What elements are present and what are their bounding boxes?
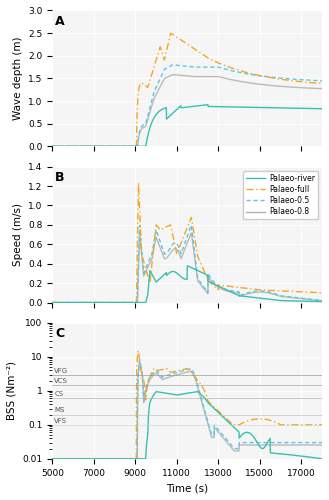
Text: A: A: [55, 14, 65, 28]
Y-axis label: Speed (m/s): Speed (m/s): [13, 203, 23, 266]
Text: B: B: [55, 171, 64, 184]
Y-axis label: BSS (Nm⁻²): BSS (Nm⁻²): [7, 362, 17, 420]
Text: VFG: VFG: [54, 368, 68, 374]
Text: CS: CS: [54, 391, 63, 397]
Text: VCS: VCS: [54, 378, 68, 384]
X-axis label: Time (s): Time (s): [166, 483, 208, 493]
Text: C: C: [55, 327, 64, 340]
Legend: Palaeo-river, Palaeo-full, Palaeo-0.5, Palaeo-0.8: Palaeo-river, Palaeo-full, Palaeo-0.5, P…: [243, 170, 318, 220]
Y-axis label: Wave depth (m): Wave depth (m): [13, 36, 23, 120]
Text: MS: MS: [54, 408, 65, 414]
Text: VFS: VFS: [54, 418, 67, 424]
